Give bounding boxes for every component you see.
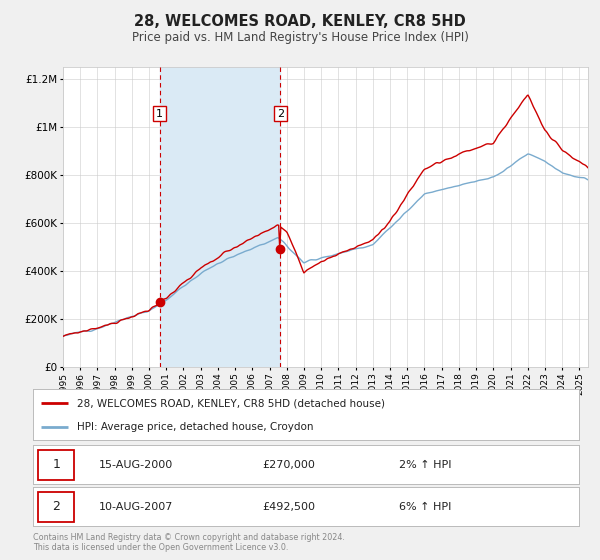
Bar (38, 492, 74, 522)
Text: 28, WELCOMES ROAD, KENLEY, CR8 5HD: 28, WELCOMES ROAD, KENLEY, CR8 5HD (134, 14, 466, 29)
Text: 15-AUG-2000: 15-AUG-2000 (98, 460, 173, 470)
Text: 28, WELCOMES ROAD, KENLEY, CR8 5HD (detached house): 28, WELCOMES ROAD, KENLEY, CR8 5HD (deta… (77, 398, 385, 408)
Text: HPI: Average price, detached house, Croydon: HPI: Average price, detached house, Croy… (77, 422, 313, 432)
Text: 6% ↑ HPI: 6% ↑ HPI (399, 502, 451, 512)
Text: £492,500: £492,500 (262, 502, 316, 512)
Text: This data is licensed under the Open Government Licence v3.0.: This data is licensed under the Open Gov… (33, 543, 289, 552)
Bar (38, 450, 74, 480)
Text: 2: 2 (52, 500, 60, 514)
Text: Contains HM Land Registry data © Crown copyright and database right 2024.: Contains HM Land Registry data © Crown c… (33, 533, 345, 542)
Text: Price paid vs. HM Land Registry's House Price Index (HPI): Price paid vs. HM Land Registry's House … (131, 31, 469, 44)
Text: £270,000: £270,000 (262, 460, 315, 470)
Text: 1: 1 (156, 109, 163, 119)
Text: 2: 2 (277, 109, 284, 119)
Text: 2% ↑ HPI: 2% ↑ HPI (399, 460, 451, 470)
Text: 1: 1 (52, 458, 60, 472)
Bar (160, 67, 280, 367)
Text: 10-AUG-2007: 10-AUG-2007 (98, 502, 173, 512)
